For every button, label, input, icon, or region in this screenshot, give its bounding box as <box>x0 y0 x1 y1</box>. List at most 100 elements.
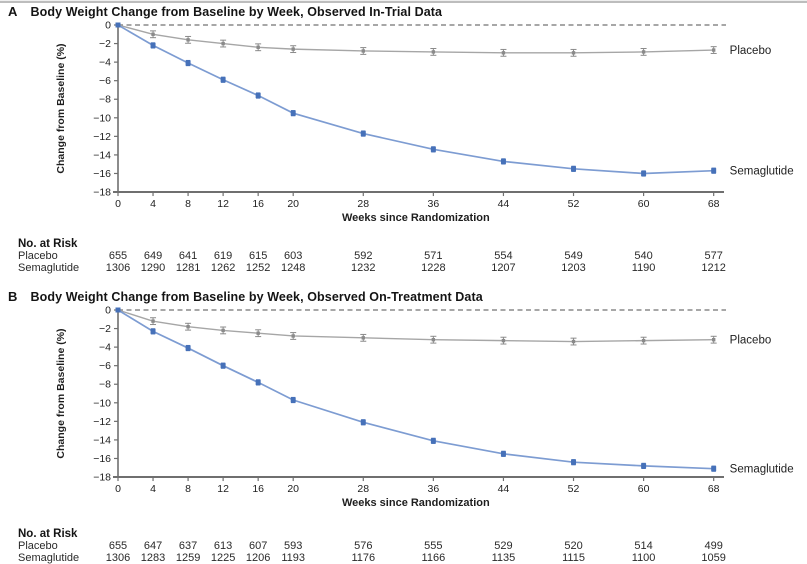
panel-b: B Body Weight Change from Baseline by Wee… <box>0 285 807 564</box>
semaglutide-marker <box>290 397 296 403</box>
x-tick-label: 36 <box>428 198 440 210</box>
y-tick-label: −6 <box>99 360 111 372</box>
x-tick-label: 16 <box>252 198 264 210</box>
y-tick-label: −16 <box>93 453 111 465</box>
panel-a-title: Body Weight Change from Baseline by Week… <box>30 5 443 19</box>
placebo-line <box>117 309 714 343</box>
y-tick-label: −18 <box>93 472 111 484</box>
risk-value: 603 <box>284 250 303 262</box>
risk-row-label: Semaglutide <box>18 262 80 275</box>
risk-value: 1252 <box>245 262 271 275</box>
risk-value: 1212 <box>701 262 726 275</box>
panel-a-risk-rows: Placebo 655 649 641 619 615 603 592 571 554 549 540… <box>0 250 807 275</box>
panel-a-chart: 0 −2 −4 −6 −8 −10 −12 −14 −16 −18 0 4 8 12 16 20 28 36 44 5… <box>55 20 794 225</box>
risk-value: 549 <box>564 250 583 262</box>
y-tick-label: −4 <box>99 342 111 354</box>
placebo-marker <box>431 50 436 54</box>
risk-row: Placebo 655 647 637 613 607 593 576 555 529 520 514… <box>0 540 807 552</box>
semaglutide-line <box>117 309 714 470</box>
risk-value: 647 <box>143 540 163 552</box>
semaglutide-marker <box>115 307 121 313</box>
placebo-marker <box>291 334 295 338</box>
risk-value: 607 <box>248 540 268 552</box>
risk-value: 655 <box>108 540 128 552</box>
y-tick-label: −6 <box>99 75 111 87</box>
placebo-marker <box>571 51 576 55</box>
y-tick-label: −14 <box>93 434 111 446</box>
risk-value: 592 <box>354 250 373 262</box>
risk-value: 1203 <box>561 262 586 275</box>
risk-value: 1262 <box>210 262 236 275</box>
risk-value: 529 <box>494 540 513 552</box>
panel-b-letter: B <box>8 289 18 304</box>
risk-value: 1193 <box>281 552 306 564</box>
semaglutide-marker <box>711 466 717 472</box>
semaglutide-marker <box>150 42 156 48</box>
placebo-marker <box>291 47 295 51</box>
x-tick-label: 28 <box>357 483 369 495</box>
risk-value: 1176 <box>351 552 376 564</box>
semaglutide-marker <box>220 77 226 83</box>
y-axis-title: Change from Baseline (%) <box>55 43 67 173</box>
panel-a-header: A Body Weight Change from Baseline by Wee… <box>8 4 442 19</box>
x-tick-label: 44 <box>498 483 510 495</box>
placebo-marker <box>221 41 225 46</box>
risk-value: 593 <box>284 540 303 552</box>
x-axis-title: Weeks since Randomization <box>342 497 490 509</box>
risk-value: 1115 <box>562 552 585 564</box>
risk-row: Semaglutide 1306 1290 1281 1262 1252 1248 1232 1… <box>0 262 807 274</box>
semaglutide-series-label: Semaglutide <box>730 464 794 476</box>
x-tick-label: 12 <box>217 198 229 210</box>
y-tick-label: −8 <box>99 94 111 106</box>
semaglutide-marker <box>430 146 436 152</box>
x-tick-label: 28 <box>357 198 369 210</box>
semaglutide-marker <box>290 110 296 116</box>
semaglutide-marker <box>255 93 261 99</box>
y-tick-label: −14 <box>93 149 111 161</box>
semaglutide-marker <box>220 363 226 369</box>
risk-value: 1228 <box>421 262 446 275</box>
placebo-marker <box>571 339 576 344</box>
panel-b-chart: 0 −2 −4 −6 −8 −10 −12 −14 −16 −18 0 4 8 12 16 20 28 36 44 5… <box>55 305 794 510</box>
risk-value: 577 <box>704 250 723 262</box>
semaglutide-marker <box>711 168 717 174</box>
semaglutide-marker <box>571 166 577 172</box>
y-tick-label: −12 <box>93 416 111 428</box>
x-tick-label: 8 <box>185 198 191 210</box>
risk-value: 1232 <box>351 262 376 275</box>
panel-divider <box>0 0 807 3</box>
semaglutide-marker <box>115 22 121 28</box>
risk-value: 615 <box>248 250 268 262</box>
x-tick-label: 20 <box>287 198 299 210</box>
risk-value: 1283 <box>140 552 166 564</box>
placebo-marker <box>221 328 225 333</box>
semaglutide-marker <box>430 438 436 444</box>
x-tick-label: 60 <box>638 198 650 210</box>
x-tick-label: 4 <box>150 198 156 210</box>
semaglutide-marker <box>255 379 261 385</box>
placebo-marker <box>711 337 716 342</box>
x-axis-title: Weeks since Randomization <box>342 212 490 224</box>
risk-row-label: Placebo <box>18 540 58 552</box>
risk-value: 613 <box>213 540 233 552</box>
panel-a: A Body Weight Change from Baseline by Wee… <box>0 4 807 275</box>
x-tick-label: 52 <box>568 198 580 210</box>
panel-b-risk-header: No. at Risk <box>18 528 78 540</box>
risk-value: 655 <box>108 250 128 262</box>
placebo-marker <box>256 45 260 49</box>
placebo-marker <box>186 325 190 329</box>
risk-value: 649 <box>143 250 163 262</box>
placebo-series-label: Placebo <box>730 45 772 57</box>
placebo-marker <box>501 338 506 343</box>
semaglutide-marker <box>360 131 366 137</box>
risk-value: 1207 <box>491 262 516 275</box>
placebo-marker <box>151 32 155 36</box>
risk-value: 1259 <box>175 552 201 564</box>
risk-value: 1306 <box>105 262 131 275</box>
risk-value: 641 <box>178 250 198 262</box>
semaglutide-marker <box>360 419 366 425</box>
risk-row-label: Semaglutide <box>18 552 80 564</box>
x-tick-label: 68 <box>708 198 720 210</box>
placebo-marker <box>186 38 190 42</box>
risk-row-label: Placebo <box>18 250 58 262</box>
